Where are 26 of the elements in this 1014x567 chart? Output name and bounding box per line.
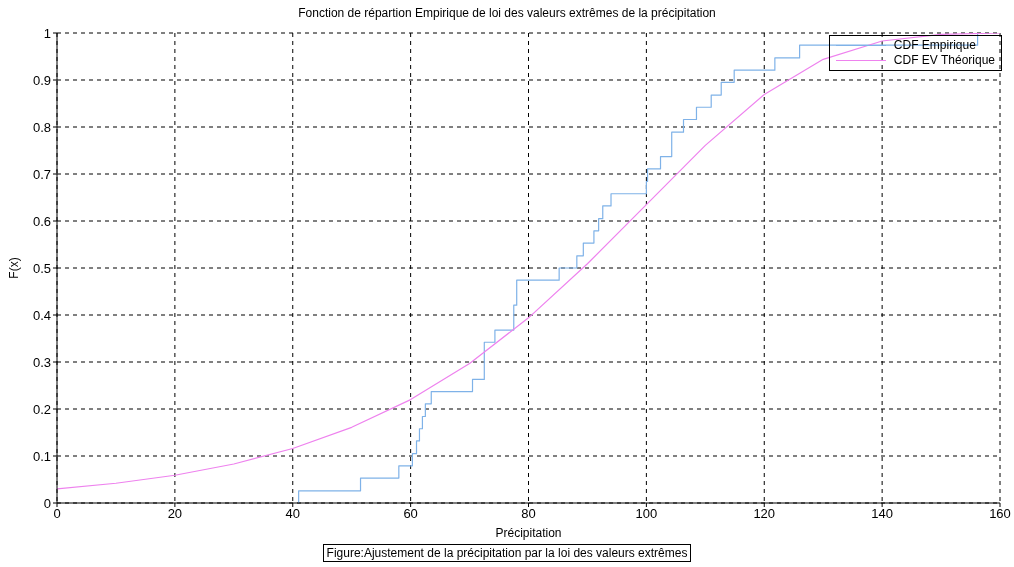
chart-title: Fonction de répartion Empirique de loi des valeurs extrêmes de la précipitation: [297, 6, 717, 20]
x-tick-label: 80: [521, 506, 536, 522]
y-tick-label: 0.7: [32, 166, 51, 182]
x-tick-label: 40: [285, 506, 300, 522]
x-tick-label: 60: [403, 506, 418, 522]
y-tick-label: 0.6: [32, 213, 51, 229]
text: Figure:Ajustement de la précipitation par la loi des valeurs extrêmes: [322, 544, 692, 562]
y-axis-title: F(x): [7, 256, 22, 281]
y-tick-label: 1: [43, 25, 51, 41]
y-tick-label: 0.9: [32, 72, 51, 88]
x-tick-label: 120: [753, 506, 776, 522]
x-tick-label: 140: [871, 506, 893, 522]
legend-label: CDF EV Théorique: [893, 53, 995, 68]
y-tick-label: 0.1: [32, 448, 51, 464]
y-tick-label: 0.4: [32, 307, 51, 323]
y-tick-label: 0.5: [32, 260, 51, 276]
x-tick-label: 160: [989, 506, 1011, 522]
y-tick-label: 0.2: [32, 401, 51, 417]
y-tick-label: 0: [43, 495, 51, 511]
x-tick-label: 20: [167, 506, 183, 522]
x-tick-label: 0: [53, 506, 61, 522]
y-tick-label: 0.8: [32, 119, 51, 135]
x-axis-title: Précipitation: [495, 526, 562, 540]
x-tick-label: 100: [635, 506, 658, 522]
y-tick-label: 0.3: [32, 354, 51, 370]
legend-label: CDF Empirique: [893, 38, 976, 53]
